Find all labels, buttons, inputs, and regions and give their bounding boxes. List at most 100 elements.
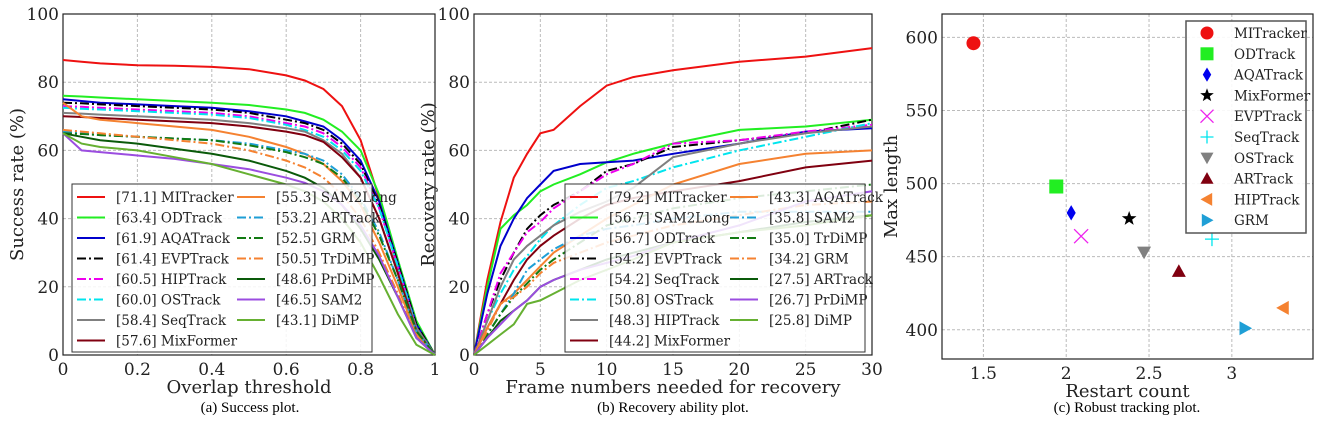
x-tick-label: 0 <box>58 360 69 380</box>
x-tick-label: 30 <box>861 360 883 380</box>
scatter-point <box>1239 321 1253 336</box>
series-line <box>62 115 436 356</box>
chart-1: 0 0.2 0.4 0.6 0.8 1 0 20 40 60 80 100 Overlap thresh… <box>7 5 440 416</box>
legend-marker <box>1200 192 1213 206</box>
scatter-point <box>1276 300 1289 315</box>
legend-marker <box>1200 152 1214 165</box>
x-tick-label: 0.6 <box>273 360 300 380</box>
legend-marker <box>1200 88 1214 102</box>
x-tick-label: 0 <box>469 360 480 380</box>
y-tick-label: 60 <box>448 141 470 161</box>
legend-label: [61.9] AQATrack <box>116 231 231 247</box>
legend-label: [60.5] HIPTrack <box>116 272 227 288</box>
legend-label: MixFormer <box>1234 88 1311 104</box>
series-line <box>473 123 873 356</box>
x-tick-label: 20 <box>729 360 751 380</box>
legend-marker <box>1200 26 1214 40</box>
series-line <box>62 106 436 356</box>
legend-label: [54.2] SeqTrack <box>609 272 720 288</box>
legend-label: [56.7] ODTrack <box>609 231 716 247</box>
scatter-point <box>1066 205 1076 221</box>
legend-label: GRM <box>1234 213 1269 229</box>
legend-label: [48.3] HIPTrack <box>609 313 720 329</box>
y-tick-label: 500 <box>906 175 938 195</box>
x-tick-label: 1.5 <box>970 364 997 384</box>
legend-label: [43.1] DiMP <box>276 313 359 329</box>
legend-label: [27.5] ARTrack <box>769 272 874 288</box>
legend-label: [53.2] ARTrack <box>276 211 381 227</box>
legend-label: [52.5] GRM <box>276 231 356 247</box>
legend-label: [35.0] TrDiMP <box>769 231 867 247</box>
legend-label: [71.1] MITracker <box>116 190 234 206</box>
caption: (c) Robust tracking plot. <box>1054 400 1201 416</box>
legend-marker <box>1201 213 1214 227</box>
legend-label: [25.8] DiMP <box>769 313 852 329</box>
y-tick-label: 40 <box>37 210 59 230</box>
legend-label: EVPTrack <box>1234 109 1303 125</box>
y-tick-label: 100 <box>438 5 470 25</box>
y-tick-label: 80 <box>448 73 470 93</box>
scatter-point <box>1121 210 1137 225</box>
x-tick-label: 0.8 <box>347 360 374 380</box>
legend-label: [79.2] MITracker <box>609 190 727 206</box>
chart-2: 0 5 10 15 20 25 30 0 20 40 60 80 100 Frame numbers ne… <box>418 5 884 416</box>
y-axis-label: Max length <box>881 134 902 238</box>
series-line <box>62 94 436 356</box>
x-tick-label: 0.2 <box>124 360 151 380</box>
legend-label: SeqTrack <box>1234 130 1300 146</box>
legend-label: [63.4] ODTrack <box>116 211 223 227</box>
scatter-point <box>1049 179 1064 194</box>
y-tick-label: 450 <box>906 248 938 268</box>
y-tick-label: 20 <box>37 278 59 298</box>
series-line <box>62 132 436 356</box>
legend-label: [61.4] EVPTrack <box>116 252 230 268</box>
series-line <box>473 118 873 356</box>
scatter-point <box>1204 232 1219 247</box>
caption: (a) Success plot. <box>201 400 300 416</box>
legend-label: [43.3] AQATrack <box>769 190 884 206</box>
legend-label: [50.5] TrDiMP <box>276 252 374 268</box>
x-tick-label: 15 <box>662 360 684 380</box>
x-axis-label: Frame numbers needed for recovery <box>505 377 841 398</box>
legend-label: [56.7] SAM2Long <box>609 211 730 227</box>
x-tick-label: 10 <box>596 360 618 380</box>
legend-label: [34.2] GRM <box>769 252 849 268</box>
x-tick-label: 2.5 <box>1136 364 1163 384</box>
legend-label: ODTrack <box>1234 47 1296 63</box>
plot-frame <box>473 13 873 356</box>
y-tick-label: 20 <box>448 278 470 298</box>
x-tick-label: 1 <box>430 360 441 380</box>
legend-label: HIPTrack <box>1234 192 1300 208</box>
y-tick-label: 60 <box>37 141 59 161</box>
legend-label: AQATrack <box>1233 68 1304 84</box>
legend-marker <box>1200 130 1214 144</box>
legend-marker <box>1200 109 1214 124</box>
series-line <box>62 105 436 356</box>
scatter-point <box>1073 228 1089 244</box>
x-axis-label: Overlap threshold <box>167 377 332 398</box>
scatter-point <box>1137 246 1152 260</box>
y-tick-label: 100 <box>27 5 59 25</box>
legend-label: [44.2] MixFormer <box>609 334 731 350</box>
series-line <box>62 101 436 356</box>
legend-label: [54.2] EVPTrack <box>609 252 723 268</box>
legend-label: [57.6] MixFormer <box>116 334 238 350</box>
legend-label: [48.6] PrDiMP <box>276 272 374 288</box>
y-tick-label: 0 <box>48 346 59 366</box>
y-tick-label: 600 <box>906 28 938 48</box>
caption: (b) Recovery ability plot. <box>597 400 749 416</box>
y-axis-label: Success rate (%) <box>7 108 28 261</box>
y-tick-label: 400 <box>906 321 938 341</box>
legend-label: [55.3] SAM2Long <box>276 190 397 206</box>
x-axis-label: Restart count <box>1065 381 1190 402</box>
legend-label: MITracker <box>1234 26 1307 42</box>
legend-label: [46.5] SAM2 <box>276 293 362 309</box>
x-tick-label: 3 <box>1226 364 1237 384</box>
legend-marker <box>1202 67 1212 82</box>
plot-frame <box>941 13 1314 360</box>
x-tick-label: 0.4 <box>198 360 225 380</box>
legend-label: OSTrack <box>1234 151 1294 167</box>
series-line <box>62 101 436 356</box>
plot-frame <box>62 13 436 356</box>
scatter-point <box>1171 264 1186 277</box>
